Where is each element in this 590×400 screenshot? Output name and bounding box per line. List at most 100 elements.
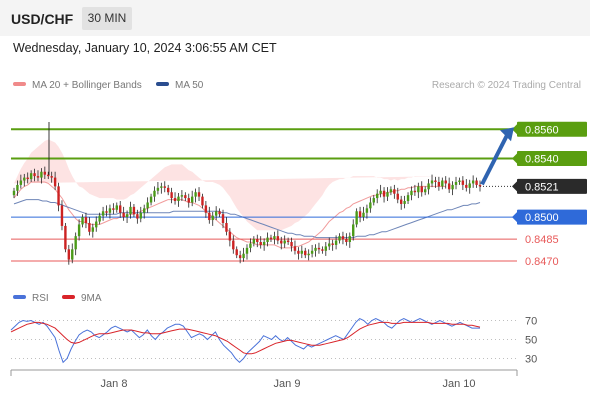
candle-body [214,211,218,216]
candle-body [362,212,365,218]
candle-body [19,180,23,185]
ma9-swatch [62,295,75,300]
candle-body [146,202,149,209]
candle-body [235,249,238,256]
candle-body [201,196,204,206]
candle-body [269,237,273,240]
credit-text: Research © 2024 Trading Central [431,80,581,91]
candle-body [434,180,437,182]
candle-body [98,215,101,222]
ma9-label: 9MA [81,293,102,304]
candle-body [324,246,328,251]
candle-body [262,242,266,245]
candle-body [12,190,16,196]
candle-body [149,196,153,203]
rsi-label: RSI [32,293,49,304]
candle-body [101,211,105,216]
level-value-0-8485: 0.8485 [525,234,559,246]
candle-body [119,205,122,213]
candle-body [338,236,341,241]
candle-body [139,212,142,219]
candle-body [259,242,262,245]
candle-body [249,243,252,248]
currency-pair: USD/CHF [11,11,74,27]
candle-body [122,212,125,218]
candle-body [163,186,166,188]
candle-body [300,250,304,254]
candle-body [53,177,57,187]
candle-body [465,184,468,188]
candle-body [197,192,201,197]
x-tick-label: Jan 9 [274,378,301,390]
candle-body [57,186,60,206]
level-tag-pointer [512,153,517,164]
level-value-0-8470: 0.8470 [525,256,559,268]
candle-body [410,190,413,196]
candle-body [423,189,427,193]
candle-body [29,173,33,180]
candle-body [310,250,314,254]
candle-body [458,180,461,182]
rsi-tick-70: 70 [525,316,537,328]
candle-body [112,208,115,210]
level-tag-0-8540 [517,151,587,167]
candle-body [304,250,307,256]
candle-body [396,193,399,200]
candle-body [166,187,170,193]
candle-body [228,231,232,241]
candle-body [358,211,362,218]
candle-body [23,177,26,181]
candle-body [297,250,300,254]
candle-body [36,176,40,178]
candle-body [468,183,471,188]
legend-9ma: 9MA [62,293,102,304]
candle-body [77,224,81,237]
candle-body [376,193,379,199]
candle-body [382,190,386,197]
candle-body [266,237,269,243]
candle-body [194,192,197,197]
level-tag-pointer [512,212,517,223]
rsi-tick-30: 30 [525,354,537,366]
forecast-arrow-shaft [480,134,509,186]
candle-body [352,224,355,237]
candle-body [105,211,108,213]
candle-body [437,181,441,187]
candle-body [365,208,369,213]
candle-body [232,240,235,250]
candle-body [256,239,259,243]
candle-body [88,222,91,232]
candle-body [43,171,47,175]
candle-body [283,240,286,244]
candle-body [180,195,184,197]
candle-body [33,173,36,177]
candle-body [451,184,454,190]
x-tick-label: Jan 8 [101,378,128,390]
candle-body [184,195,187,199]
candle-body [345,239,348,243]
candle-body [379,190,382,194]
rsi-swatch [13,295,26,300]
candle-body [125,214,129,218]
candle-body [204,205,208,213]
candle-body [252,239,256,244]
candle-body [280,240,283,244]
candle-body [334,240,338,245]
timeframe-button[interactable]: 30 MIN [82,7,132,30]
candle-body [190,196,194,203]
candle-body [143,208,146,213]
candle-body [389,189,393,193]
datetime-label: Wednesday, January 10, 2024 3:06:55 AM C… [13,41,277,55]
candle-body [403,201,406,204]
level-tag-pointer [512,181,517,192]
candle-body [290,242,293,247]
candle-body [475,180,478,185]
candle-body [447,183,451,190]
candle-body [317,247,321,250]
forecast-arrow-head [500,127,514,142]
candle-body [71,249,74,260]
legend-ma50: MA 50 [156,80,203,91]
candle-body [454,181,458,185]
candle-body [307,253,310,256]
candle-body [160,186,163,188]
